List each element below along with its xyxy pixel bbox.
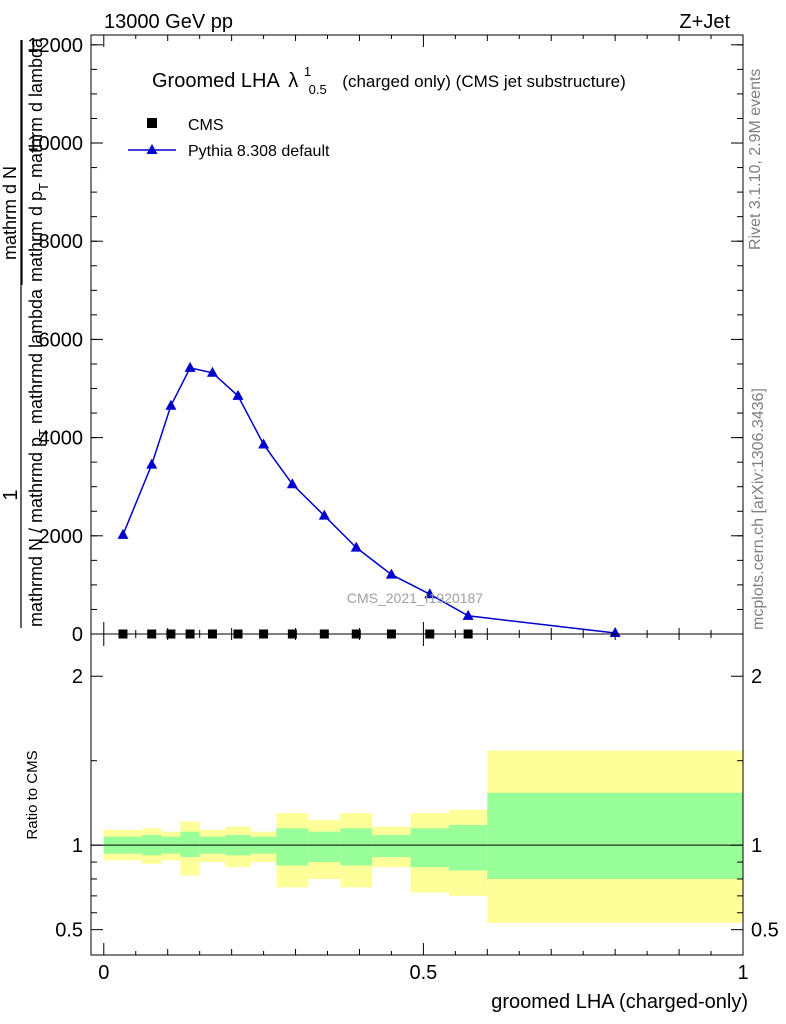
ratio-band-inner <box>448 824 488 871</box>
ratio-band-inner <box>180 831 200 858</box>
ylabel-inner-num: mathrm d N <box>0 166 20 260</box>
x-tick-label: 1 <box>737 962 748 984</box>
pythia-point <box>424 588 436 599</box>
pythia-point <box>258 438 270 449</box>
pythia-point <box>350 541 362 552</box>
y-tick-label: 8000 <box>39 231 84 253</box>
y-axis-label-main: 1 mathrmd N / mathrmd pT mathrmd lambda <box>0 40 51 628</box>
legend: CMS Pythia 8.308 default <box>128 117 330 160</box>
ratio-y-tick-label: 1 <box>72 835 83 857</box>
header-right: Z+Jet <box>679 11 730 33</box>
ylabel-num: 1 <box>0 489 22 500</box>
header-left: 13000 GeV pp <box>104 11 233 33</box>
title-suffix: (charged only) (CMS jet substructure) <box>342 72 625 91</box>
ratio-ylabel: Ratio to CMS <box>24 750 41 839</box>
pythia-point <box>165 399 177 410</box>
y-tick-label: 12000 <box>27 35 83 57</box>
pythia-point <box>206 366 218 377</box>
ratio-y-tick-label-right: 1 <box>751 835 762 857</box>
y-tick-label: 10000 <box>27 133 83 155</box>
y-tick-label: 6000 <box>39 329 84 351</box>
legend-mc-label: Pythia 8.308 default <box>188 143 330 160</box>
rivet-label: Rivet 3.1.10, 2.9M events <box>747 69 764 250</box>
ratio-y-tick-label-right: 0.5 <box>751 920 779 942</box>
ratio-y-tick-label: 2 <box>72 666 83 688</box>
title-sub: 0.5 <box>309 82 327 97</box>
ratio-y-tick-label-right: 2 <box>751 666 762 688</box>
ylabel-den: mathrmd N / mathrmd pT mathrmd lambda <box>26 288 51 627</box>
watermark: CMS_2021_I1920187 <box>347 590 483 606</box>
legend-cms-label: CMS <box>188 117 224 134</box>
y-axis-label-inner: mathrm d N mathrm d pT mathrm d lambda <box>0 37 51 285</box>
y-tick-label: 2000 <box>39 526 84 548</box>
pythia-point <box>318 509 330 520</box>
pythia-point <box>117 528 129 539</box>
legend-cms-marker <box>147 118 157 128</box>
mcplots-label: mcplots.cern.ch [arXiv:1306.3436] <box>750 388 767 630</box>
legend-mc-marker <box>146 144 158 154</box>
series-pythia-line <box>122 367 616 634</box>
main-plot: 0 2000 4000 6000 8000 10000 12000 <box>27 34 744 646</box>
title-sup: 1 <box>304 64 311 79</box>
pythia-point <box>609 627 621 638</box>
ratio-frame <box>90 633 744 956</box>
x-axis-label: groomed LHA (charged-only) <box>491 991 748 1013</box>
title-text: Groomed LHA <box>152 70 280 92</box>
pythia-point <box>385 568 397 579</box>
ylabel-inner-den: mathrm d pT mathrm d lambda <box>26 37 51 282</box>
pythia-point <box>184 361 196 372</box>
title-lambda: λ <box>288 70 298 92</box>
ratio-plot: 0 0.5 10.5 0.51 12 2 <box>55 633 779 984</box>
pythia-point <box>286 478 298 489</box>
pythia-point <box>232 389 244 400</box>
ratio-band-inner <box>276 828 309 866</box>
ratio-band-inner <box>410 828 449 868</box>
ratio-band-inner <box>340 828 373 866</box>
x-tick-label: 0.5 <box>409 962 437 984</box>
y-tick-label: 0 <box>72 624 83 646</box>
y-tick-label: 4000 <box>39 428 84 450</box>
chart-title: Groomed LHA λ 1 0.5 (charged only) (CMS … <box>152 59 626 99</box>
x-tick-label: 0 <box>98 962 109 984</box>
ratio-band-inner <box>372 835 411 858</box>
pythia-point <box>462 609 474 620</box>
ratio-y-tick-label: 0.5 <box>55 920 83 942</box>
ratio-band-inner <box>308 831 341 863</box>
ratio-band-inner <box>487 792 743 879</box>
pythia-point <box>146 458 158 469</box>
